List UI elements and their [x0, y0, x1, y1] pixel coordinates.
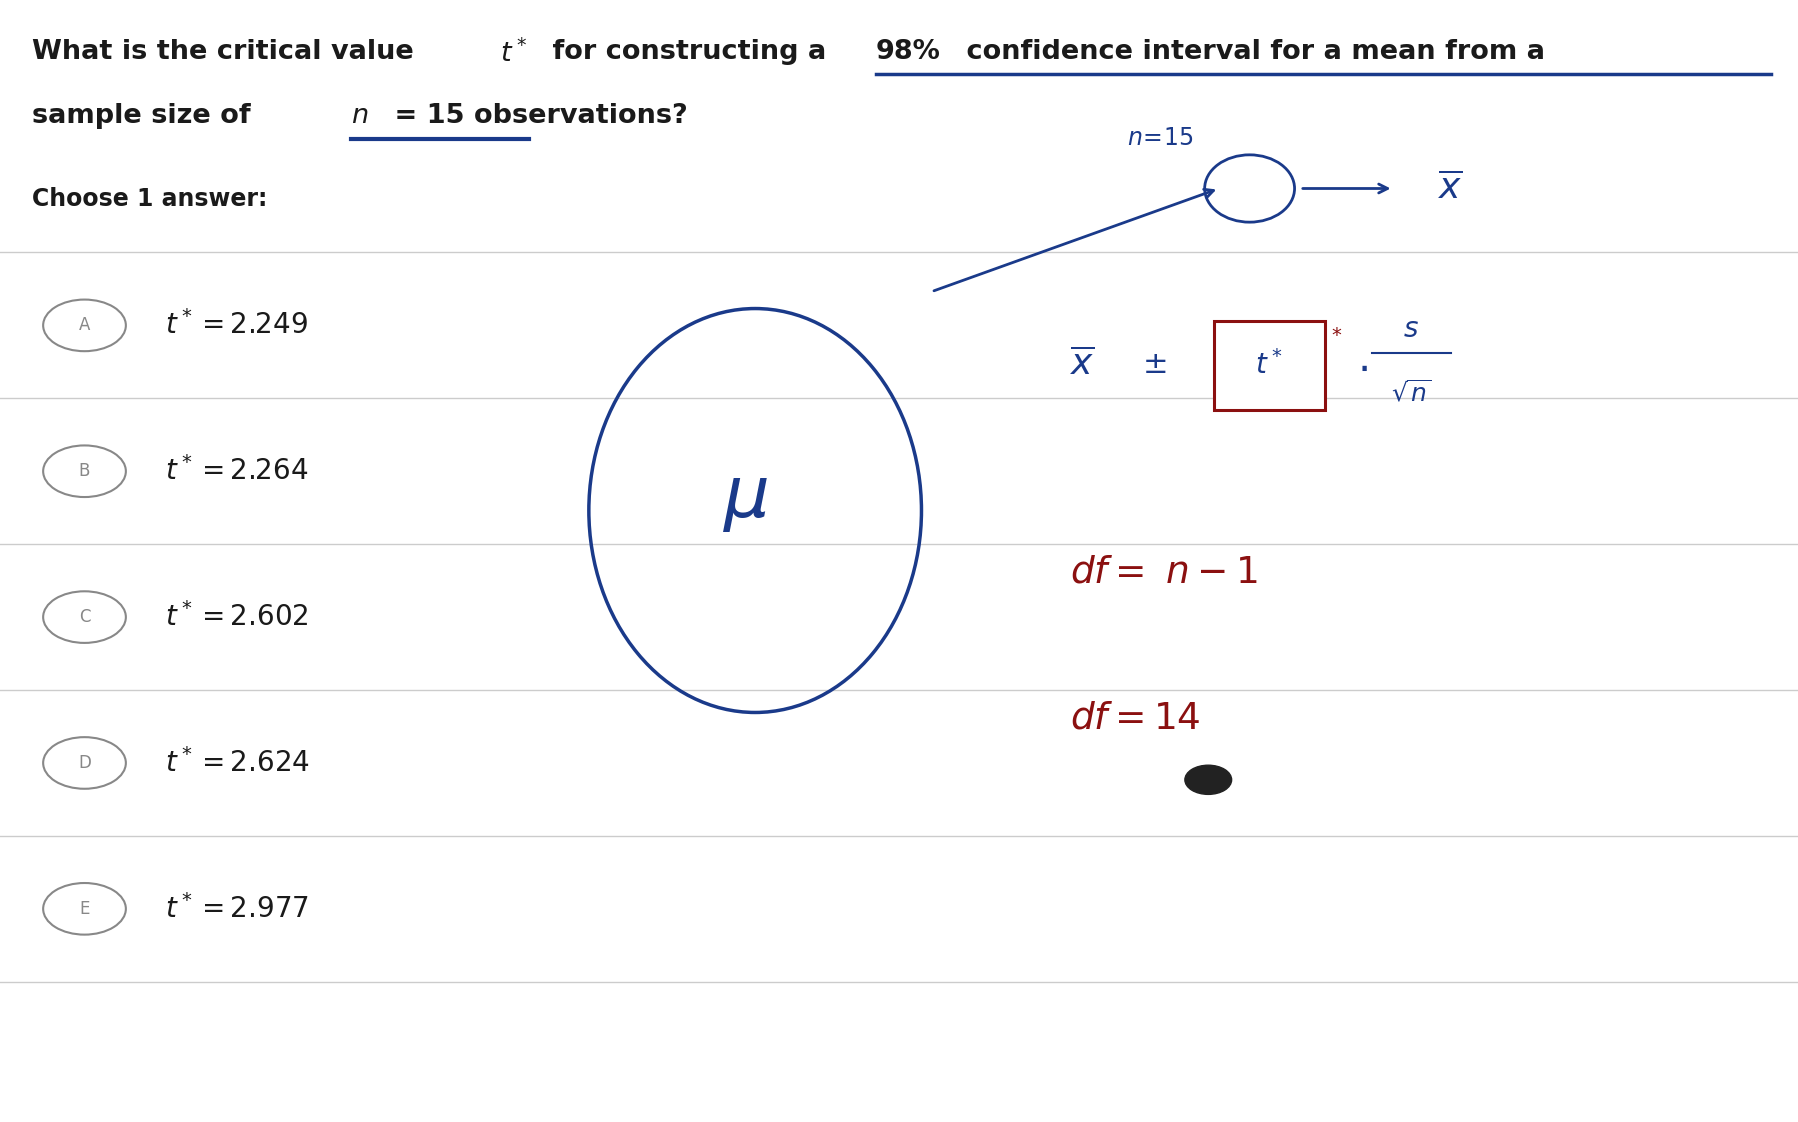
Circle shape	[43, 591, 126, 643]
Text: $t^* = 2.624$: $t^* = 2.624$	[165, 748, 311, 778]
Text: $\mu$: $\mu$	[723, 465, 770, 534]
Text: = 15 observations?: = 15 observations?	[385, 103, 687, 129]
Circle shape	[43, 883, 126, 935]
Text: $\cdot$: $\cdot$	[1357, 349, 1368, 392]
Text: What is the critical value: What is the critical value	[32, 39, 424, 65]
Text: $n$: $n$	[351, 103, 369, 129]
Text: $t^*$: $t^*$	[1255, 350, 1284, 379]
Text: $s$: $s$	[1404, 315, 1419, 342]
Text: $t^* = 2.264$: $t^* = 2.264$	[165, 457, 309, 486]
Text: $*$: $*$	[1331, 324, 1341, 342]
Text: $t^*$: $t^*$	[500, 39, 527, 67]
Text: for constructing a: for constructing a	[543, 39, 836, 65]
Text: $df = \ n - 1$: $df = \ n - 1$	[1070, 554, 1257, 590]
Text: $t^* = 2.249$: $t^* = 2.249$	[165, 311, 307, 340]
Circle shape	[43, 300, 126, 351]
Text: $df = 14$: $df = 14$	[1070, 700, 1201, 736]
Text: 98%: 98%	[876, 39, 940, 65]
Circle shape	[1185, 765, 1232, 794]
Text: $\pm$: $\pm$	[1142, 350, 1167, 379]
Text: D: D	[77, 754, 92, 772]
Text: $\overline{x}$: $\overline{x}$	[1070, 348, 1095, 381]
Text: $t^* = 2.977$: $t^* = 2.977$	[165, 894, 309, 923]
Text: E: E	[79, 900, 90, 918]
Text: sample size of: sample size of	[32, 103, 261, 129]
Circle shape	[43, 737, 126, 789]
Text: C: C	[79, 608, 90, 626]
FancyBboxPatch shape	[1214, 321, 1325, 410]
Text: B: B	[79, 462, 90, 480]
Text: A: A	[79, 316, 90, 334]
Circle shape	[43, 445, 126, 497]
Text: $\sqrt{n}$: $\sqrt{n}$	[1392, 379, 1431, 406]
Text: confidence interval for a mean from a: confidence interval for a mean from a	[957, 39, 1544, 65]
Text: $t^* = 2.602$: $t^* = 2.602$	[165, 603, 309, 632]
Text: $\overline{x}$: $\overline{x}$	[1438, 172, 1464, 205]
Text: $n\!=\!15$: $n\!=\!15$	[1127, 126, 1194, 150]
Text: Choose 1 answer:: Choose 1 answer:	[32, 187, 268, 211]
